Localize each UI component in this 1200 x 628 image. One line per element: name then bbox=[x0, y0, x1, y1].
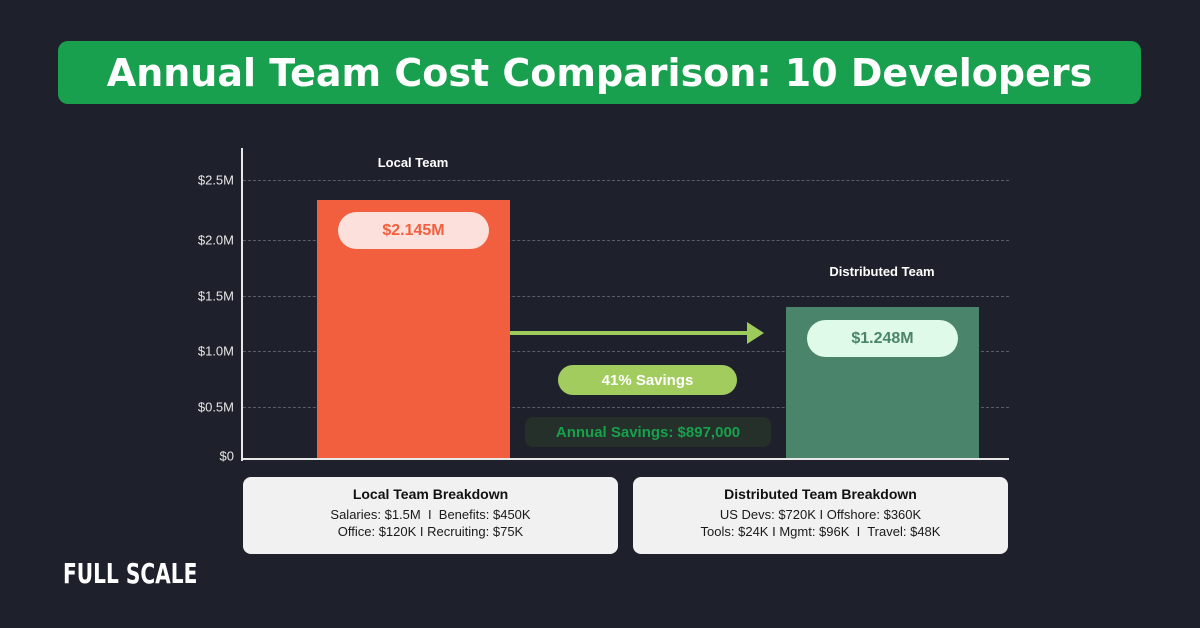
local-breakdown-card: Local Team Breakdown Salaries: $1.5M I B… bbox=[243, 477, 618, 554]
y-tick-label: $1.5M bbox=[197, 288, 234, 304]
y-axis bbox=[241, 148, 243, 461]
bar-label-local: Local Team bbox=[377, 155, 449, 170]
distributed-breakdown-line2: Tools: $24K I Mgmt: $96K I Travel: $48K bbox=[700, 524, 941, 539]
gridline-2-5m bbox=[243, 180, 1009, 181]
y-tick-label: $2.5M bbox=[197, 172, 234, 188]
gridline-1-0m bbox=[243, 351, 1009, 352]
value-label-local: $2.145M bbox=[338, 212, 489, 249]
distributed-breakdown-line1: US Devs: $720K I Offshore: $360K bbox=[719, 507, 922, 522]
arrow-right-icon bbox=[747, 322, 764, 344]
distributed-breakdown-title: Distributed Team Breakdown bbox=[724, 486, 917, 502]
savings-arrow-line bbox=[510, 331, 750, 335]
local-breakdown-line1: Salaries: $1.5M I Benefits: $450K bbox=[330, 507, 531, 522]
y-tick-label: $1.0M bbox=[197, 343, 234, 359]
bar-chart: $2.5M $2.0M $1.5M $1.0M $0.5M $0 Local T… bbox=[197, 148, 1009, 464]
title-banner: Annual Team Cost Comparison: 10 Develope… bbox=[58, 41, 1141, 104]
gridline-2-0m bbox=[243, 240, 1009, 241]
value-label-distributed: $1.248M bbox=[807, 320, 958, 357]
brand-logo: FULL SCALE bbox=[63, 557, 198, 590]
local-breakdown-line2: Office: $120K I Recruiting: $75K bbox=[337, 524, 524, 539]
distributed-breakdown-card: Distributed Team Breakdown US Devs: $720… bbox=[633, 477, 1008, 554]
annual-savings-label: Annual Savings: $897,000 bbox=[525, 417, 771, 447]
y-tick-label: $0.5M bbox=[197, 399, 234, 415]
x-axis bbox=[241, 458, 1009, 460]
y-tick-label: $0 bbox=[219, 448, 234, 464]
savings-percent-badge: 41% Savings bbox=[558, 365, 737, 395]
page-title: Annual Team Cost Comparison: 10 Develope… bbox=[106, 50, 1093, 95]
bar-label-distributed: Distributed Team bbox=[829, 264, 935, 279]
y-tick-label: $2.0M bbox=[197, 232, 234, 248]
gridline-1-5m bbox=[243, 296, 1009, 297]
local-breakdown-title: Local Team Breakdown bbox=[352, 486, 509, 502]
gridline-0-5m bbox=[243, 407, 1009, 408]
